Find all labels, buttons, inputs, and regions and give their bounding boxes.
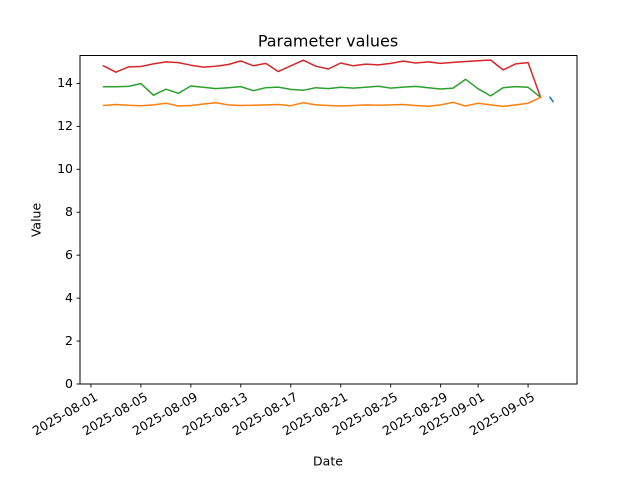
y-tick-label: 4 — [65, 290, 73, 306]
x-axis-label: Date — [313, 453, 343, 469]
y-tick-label: 6 — [65, 247, 73, 263]
y-tick-label: 2 — [65, 333, 73, 349]
y-tick-label: 0 — [65, 376, 73, 391]
red-line — [102, 59, 542, 99]
y-tick-label: 14 — [57, 75, 73, 91]
axes-frame — [79, 55, 578, 385]
y-tick-label: 8 — [65, 204, 73, 220]
y-tick-label: 10 — [57, 161, 73, 177]
orange-line — [102, 96, 542, 108]
y-tick-label: 12 — [57, 118, 73, 134]
chart-title: Parameter values — [257, 31, 399, 51]
blue-segment — [549, 96, 554, 103]
green-line — [102, 78, 542, 99]
